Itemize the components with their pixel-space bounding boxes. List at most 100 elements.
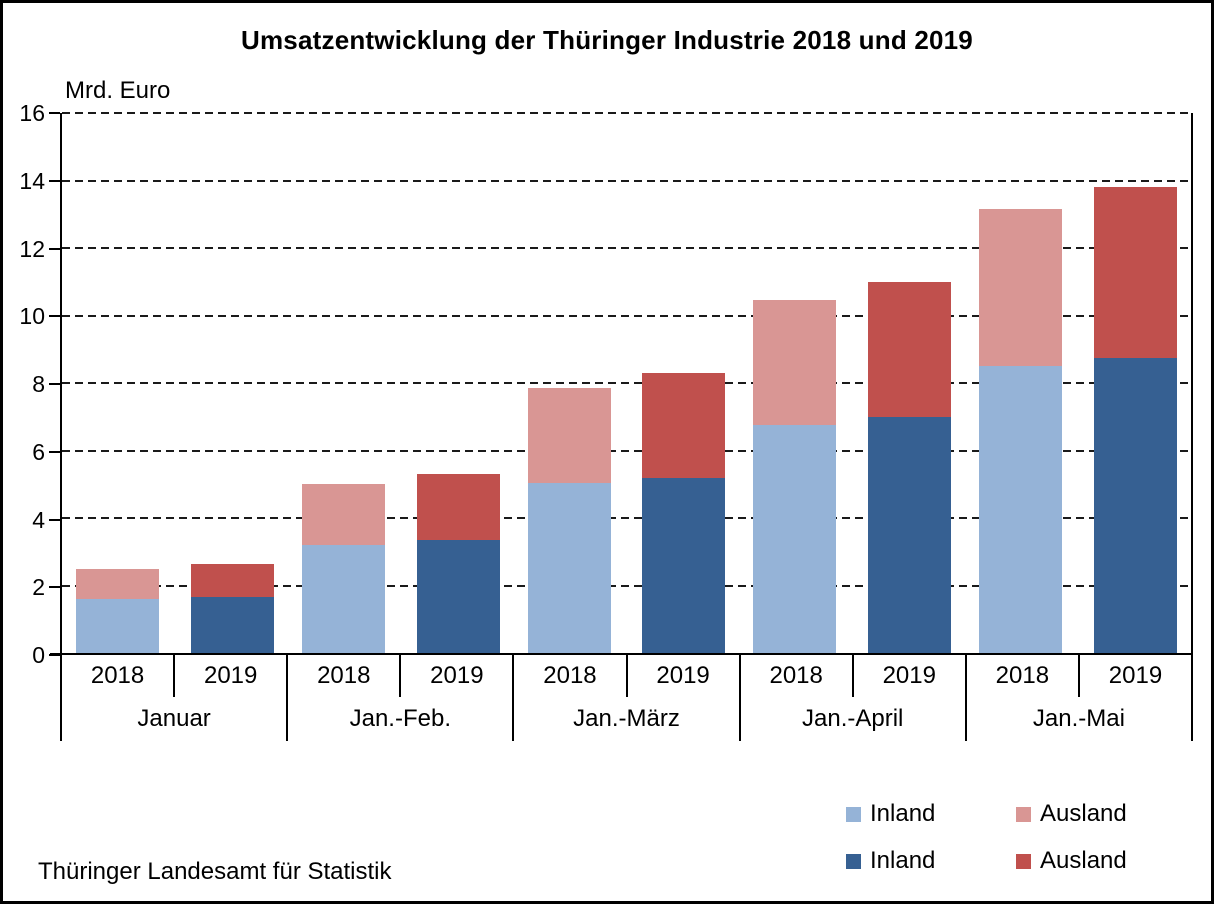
x-axis-left-tick <box>50 653 60 655</box>
x-axis-year-row-Jan.-März: 2018 2019 <box>514 655 738 697</box>
y-tick-label-8: 8 <box>32 371 45 397</box>
legend-swatch-ausland-2018 <box>1016 806 1031 822</box>
bar-segment-ausland-2018 <box>753 300 837 426</box>
bar-2019-Jan.-Mai <box>1093 113 1177 653</box>
x-axis-group-Jan.-Mai: 2018 2019 Jan.-Mai <box>964 655 1191 741</box>
chart-title: Umsatzentwicklung der Thüringer Industri… <box>241 25 973 55</box>
y-tick-label-14: 14 <box>19 167 45 194</box>
gridline-14 <box>62 179 1191 182</box>
legend-item-ausland-2019: Ausland <box>1016 847 1127 875</box>
bar-2019-Jan.-April <box>868 113 952 653</box>
legend-item-inland-2019: Inland <box>846 847 1016 875</box>
x-axis-year-label-2018-Januar: 2018 <box>62 655 176 697</box>
x-axis-year-row-Jan.-Feb.: 2018 2019 <box>288 655 512 697</box>
bar-group-Januar <box>62 113 288 653</box>
bar-2018-Jan.-April <box>753 113 837 653</box>
legend-label-ausland-2018: Ausland <box>1040 800 1127 827</box>
x-axis-period-label-Januar: Januar <box>137 705 211 732</box>
x-axis-group-Januar: 2018 2019 Januar <box>60 655 286 741</box>
y-tick-label-12: 12 <box>19 235 45 262</box>
gridlines <box>62 112 1191 653</box>
x-axis-year-label-2019-Jan.-Feb.: 2019 <box>430 662 484 689</box>
bar-2019-Jan.-Feb. <box>416 113 500 653</box>
source-label: Thüringer Landesamt für Statistik <box>38 858 392 885</box>
legend-item-ausland-2018: Ausland <box>1016 800 1127 828</box>
bar-segment-ausland-2018 <box>76 568 159 599</box>
x-axis-year-label-2018-Jan.-Feb.: 2018 <box>288 655 402 697</box>
y-tick-mark-14 <box>49 179 60 182</box>
x-axis-year-label-2018-Jan.-Mai: 2018 <box>967 655 1080 697</box>
bar-2019-Jan.-März <box>642 113 726 653</box>
bar-segment-inland-2019 <box>868 416 952 653</box>
y-tick-mark-6 <box>49 450 60 453</box>
gridline-6 <box>62 449 1191 452</box>
bar-segment-inland-2019 <box>642 477 726 653</box>
y-tick-label-0: 0 <box>32 642 45 668</box>
x-axis-group-Jan.-April: 2018 2019 Jan.-April <box>738 655 965 741</box>
x-axis-year-label-2019-Januar: 2019 <box>203 662 258 689</box>
gridline-12 <box>62 247 1191 249</box>
gridline-8 <box>62 382 1191 384</box>
bar-segment-inland-2019 <box>1093 357 1177 653</box>
y-tick-mark-12 <box>49 247 60 250</box>
y-tick-label-16: 16 <box>19 100 45 126</box>
legend-label-ausland-2019: Ausland <box>1040 847 1127 874</box>
y-tick-mark-4 <box>49 518 60 521</box>
bar-segment-ausland-2019 <box>190 563 274 598</box>
bar-group-Jan.-April <box>739 113 965 653</box>
y-tick-mark-16 <box>49 112 60 114</box>
bar-segment-inland-2019 <box>190 597 274 653</box>
x-axis-year-label-2019-Jan.-Mai: 2019 <box>1108 662 1163 689</box>
x-axis-year-label-2019-Jan.-März: 2019 <box>656 662 710 689</box>
gridline-10 <box>62 314 1191 317</box>
bar-segment-ausland-2018 <box>301 484 385 545</box>
x-axis-labels: 2018 2019 Januar 2018 2019 Jan.-Feb. 2018 2019 J… <box>60 655 1193 741</box>
bar-segment-ausland-2019 <box>868 281 952 417</box>
x-axis-year-row-Jan.-April: 2018 2019 <box>741 655 965 697</box>
bar-segment-inland-2019 <box>416 539 500 653</box>
bar-segment-inland-2018 <box>753 425 837 653</box>
legend: Inland Ausland Inland Ausland <box>846 800 1127 875</box>
bar-segment-inland-2018 <box>301 545 385 653</box>
x-axis-year-label-2018-Jan.-April: 2018 <box>741 655 854 697</box>
x-axis-period-label-Jan.-März: Jan.-März <box>573 705 680 732</box>
bar-segment-ausland-2019 <box>416 474 500 540</box>
y-tick-label-6: 6 <box>32 438 45 465</box>
bar-segment-ausland-2019 <box>1093 187 1177 358</box>
bar-groups <box>62 113 1191 653</box>
bar-2018-Jan.-März <box>527 113 611 653</box>
bar-segment-ausland-2019 <box>642 372 726 478</box>
bar-2018-Jan.-Feb. <box>301 113 385 653</box>
bar-segment-inland-2018 <box>527 482 611 653</box>
x-axis-period-label-Jan.-April: Jan.-April <box>802 705 904 732</box>
y-tick-label-10: 10 <box>19 303 45 330</box>
y-tick-mark-2 <box>49 586 60 589</box>
y-tick-label-2: 2 <box>32 574 45 601</box>
bar-segment-ausland-2018 <box>979 209 1063 367</box>
bar-2019-Januar <box>190 113 274 653</box>
x-axis-year-row-Jan.-Mai: 2018 2019 <box>967 655 1191 697</box>
y-axis-unit-label: Mrd. Euro <box>65 77 171 104</box>
bar-group-Jan.-März <box>514 113 740 653</box>
bar-2018-Jan.-Mai <box>979 113 1063 653</box>
x-axis-year-label-2019-Jan.-April: 2019 <box>882 662 936 689</box>
legend-swatch-inland-2019 <box>846 853 861 869</box>
bar-2018-Januar <box>76 113 159 653</box>
bar-segment-ausland-2018 <box>527 388 611 483</box>
plot-area <box>60 112 1193 655</box>
y-axis-ticks <box>49 112 60 656</box>
legend-item-inland-2018: Inland <box>846 800 1016 828</box>
gridline-16 <box>62 112 1191 114</box>
gridline-4 <box>62 517 1191 519</box>
x-axis-group-Jan.-März: 2018 2019 Jan.-März <box>512 655 738 741</box>
legend-swatch-ausland-2019 <box>1016 853 1031 869</box>
y-tick-label-4: 4 <box>32 506 45 533</box>
gridline-2 <box>62 584 1191 587</box>
bar-group-Jan.-Mai <box>965 113 1191 653</box>
y-axis-labels: 0 2 4 6 8 10 12 14 16 <box>3 101 45 667</box>
x-axis-period-label-Jan.-Mai: Jan.-Mai <box>1032 705 1125 732</box>
x-axis-year-label-2018-Jan.-März: 2018 <box>514 655 628 697</box>
legend-swatch-inland-2018 <box>846 806 861 822</box>
bar-segment-inland-2018 <box>76 599 159 653</box>
